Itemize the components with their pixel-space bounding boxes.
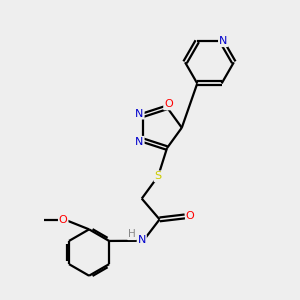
Text: S: S — [154, 171, 162, 181]
Text: O: O — [164, 99, 173, 110]
Text: N: N — [135, 109, 144, 118]
Text: O: O — [186, 212, 195, 221]
Text: N: N — [138, 235, 146, 245]
Text: O: O — [59, 215, 68, 225]
Text: N: N — [219, 36, 227, 46]
Text: N: N — [135, 137, 144, 147]
Text: H: H — [128, 229, 136, 239]
